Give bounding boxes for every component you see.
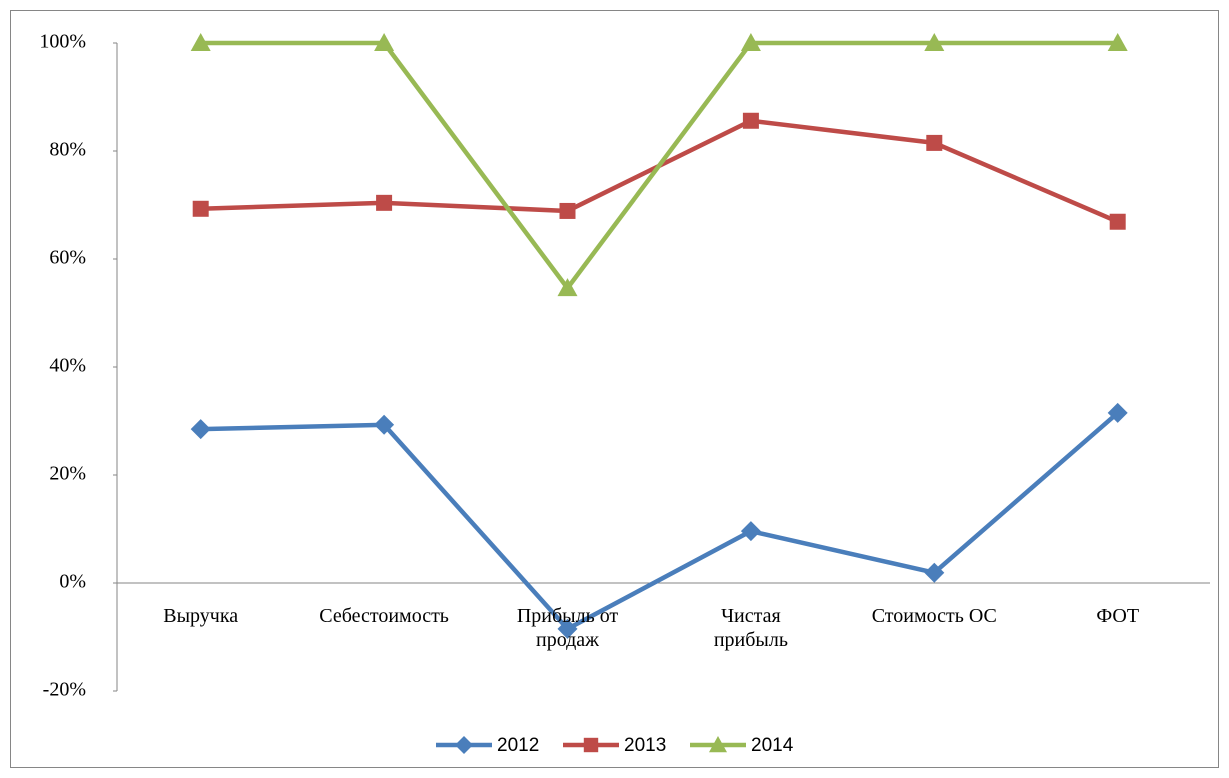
y-tick-label: 80% — [49, 139, 86, 161]
marker — [374, 414, 395, 435]
legend-label: 2012 — [497, 735, 539, 756]
chart-border — [10, 10, 1219, 768]
marker — [583, 737, 599, 753]
marker — [709, 736, 727, 753]
y-tick-label: 40% — [49, 355, 86, 377]
y-tick-label: 100% — [39, 31, 86, 53]
marker — [190, 33, 211, 51]
y-tick-label: 20% — [49, 463, 86, 485]
legend-label: 2014 — [751, 735, 794, 756]
x-tick-label: Выручка — [163, 605, 239, 627]
marker — [376, 194, 393, 211]
legend-label: 2013 — [624, 735, 666, 756]
x-tick-label: Стоимость ОС — [871, 605, 997, 627]
marker — [1107, 402, 1128, 423]
marker — [190, 419, 211, 440]
marker — [192, 200, 209, 217]
x-tick-label: Чистая прибыль — [713, 605, 788, 651]
marker — [926, 134, 943, 151]
marker — [455, 736, 473, 754]
y-tick-label: 0% — [59, 571, 86, 593]
marker — [740, 33, 761, 51]
x-tick-label: ФОТ — [1096, 605, 1140, 627]
x-tick-label: Прибыль от продаж — [516, 605, 619, 651]
marker — [557, 618, 578, 639]
marker — [742, 112, 759, 129]
marker — [559, 202, 576, 219]
x-tick-label: Себестоимость — [319, 605, 449, 627]
y-tick-label: 60% — [49, 247, 86, 269]
series-line — [200, 40, 1118, 291]
marker — [1109, 213, 1126, 230]
marker — [1107, 33, 1128, 51]
y-tick-label: -20% — [43, 679, 86, 701]
marker — [374, 33, 395, 51]
marker — [557, 278, 578, 297]
series-line — [200, 411, 1120, 632]
marker — [740, 521, 761, 542]
marker — [924, 33, 945, 51]
marker — [924, 562, 945, 583]
